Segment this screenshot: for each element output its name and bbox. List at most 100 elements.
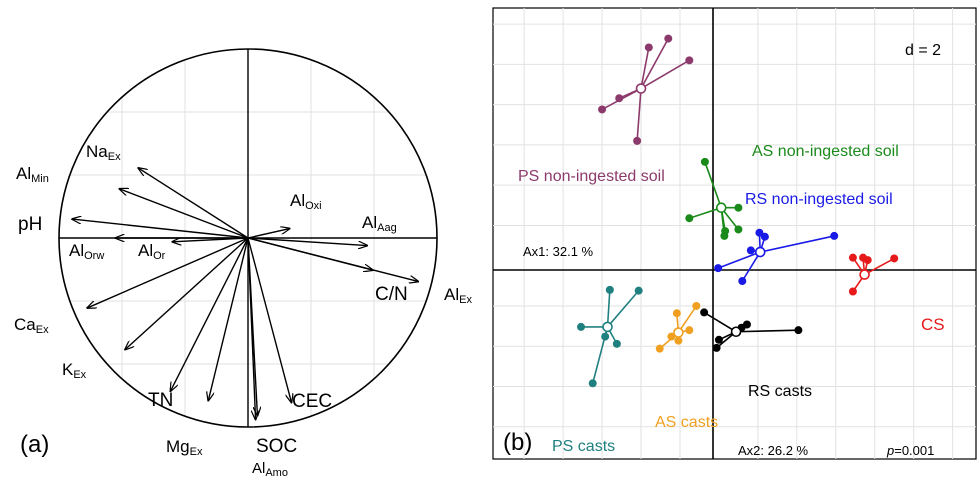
data-point	[734, 203, 743, 212]
star-segment	[704, 161, 723, 208]
data-point	[601, 332, 610, 341]
data-point	[685, 56, 694, 65]
group-centroid	[635, 83, 647, 94]
vector-alex	[247, 237, 418, 281]
star-segment	[606, 289, 611, 327]
data-point	[859, 253, 868, 262]
data-point	[634, 286, 643, 295]
data-point	[712, 343, 721, 352]
vector-naex	[138, 168, 249, 239]
data-point	[672, 309, 681, 318]
group-label-as-non-ingested-soil: AS non-ingested soil	[752, 143, 899, 160]
group-ps-non-ingested-soil	[598, 34, 694, 145]
star-segment	[636, 88, 642, 141]
label-cec: CEC	[292, 391, 332, 412]
data-point	[700, 157, 709, 166]
group-as-non-ingested-soil	[685, 157, 743, 240]
star-segment	[640, 59, 690, 90]
data-point	[588, 379, 597, 388]
data-point	[848, 253, 857, 262]
data-point	[794, 326, 803, 335]
panel-b-frame	[492, 7, 977, 460]
star-segment	[689, 206, 722, 219]
vector-alor	[172, 237, 249, 242]
data-point	[714, 264, 723, 273]
data-point	[714, 335, 723, 344]
vector-tn	[171, 237, 249, 391]
group-ps-casts	[577, 285, 643, 388]
vector-aloxi	[247, 229, 290, 239]
label-k-ex: KEx	[62, 360, 87, 381]
group-label-ps-non-ingested-soil: PS non-ingested soil	[518, 168, 665, 185]
data-point	[644, 43, 653, 52]
data-point	[720, 231, 729, 240]
group-centroid	[602, 321, 613, 333]
vector-mgex	[208, 237, 249, 401]
star-segment	[717, 251, 761, 269]
label-na-ex: NaEx	[86, 142, 121, 163]
p-value-label: p=0.001	[886, 443, 934, 458]
data-point	[633, 136, 642, 145]
group-centroid	[730, 326, 742, 338]
data-point	[605, 285, 614, 294]
data-point	[674, 336, 683, 345]
label-ca-ex: CaEx	[14, 315, 49, 336]
vector-cec	[247, 237, 291, 402]
star-segment	[736, 329, 799, 333]
label-mg-ex: MgEx	[166, 437, 203, 458]
d-scale-label: d = 2	[905, 42, 941, 59]
label-tn: TN	[148, 390, 173, 411]
group-rs-casts	[700, 308, 803, 352]
data-point	[685, 214, 694, 223]
group-rs-non-ingested-soil	[714, 228, 839, 286]
data-point	[700, 308, 709, 317]
group-as-casts	[655, 301, 701, 353]
group-centroid	[859, 269, 870, 280]
group-label-as-casts: AS casts	[655, 414, 718, 431]
data-point	[655, 344, 664, 353]
group-centroid	[754, 246, 766, 258]
label-al-oxi: AlOxi	[290, 191, 322, 212]
panel-a: NaEx AlMin pH AlOrw AlOr AlOxi AlAag C/N…	[14, 48, 472, 479]
scatter-grid	[493, 8, 976, 459]
star-segment	[703, 311, 737, 333]
star-segment	[760, 235, 835, 253]
label-al-orw: AlOrw	[69, 241, 104, 262]
label-c-n: C/N	[375, 284, 408, 305]
label-al-ex: AlEx	[444, 285, 472, 306]
vector-caex	[87, 237, 249, 308]
data-point	[734, 225, 743, 234]
data-point	[664, 34, 673, 43]
data-point	[667, 332, 676, 341]
data-point	[890, 254, 899, 263]
star-segment	[677, 305, 697, 334]
label-al-min: AlMin	[16, 164, 49, 185]
panel-b: d = 2 Ax1: 32.1 % Ax2: 26.2 % p=0.001 PS…	[492, 7, 977, 460]
data-point	[598, 105, 607, 114]
vector-ph	[72, 219, 249, 239]
group-label-ps-casts: PS casts	[552, 438, 615, 455]
star-segment	[864, 257, 895, 276]
vector-alamo	[247, 237, 256, 419]
data-point	[755, 228, 764, 237]
variable-vectors	[72, 168, 418, 419]
group-centroid	[715, 202, 727, 214]
ax2-inertia-label: Ax2: 26.2 %	[738, 443, 809, 458]
panel-a-label: (a)	[20, 431, 49, 458]
vector-almin	[119, 189, 249, 239]
panel-b-label: (b)	[503, 429, 532, 456]
data-point	[577, 322, 586, 331]
label-al-aag: AlAag	[362, 213, 397, 234]
data-point	[746, 246, 755, 255]
group-stars	[577, 34, 899, 388]
label-al-amo: AlAmo	[252, 460, 288, 479]
data-point	[760, 232, 769, 241]
data-point	[830, 231, 839, 240]
vector-kex	[125, 237, 249, 350]
label-ph: pH	[18, 214, 42, 235]
data-point	[612, 339, 621, 348]
data-point	[615, 94, 624, 103]
label-soc: SOC	[256, 436, 297, 457]
ax1-inertia-label: Ax1: 32.1 %	[523, 244, 594, 259]
